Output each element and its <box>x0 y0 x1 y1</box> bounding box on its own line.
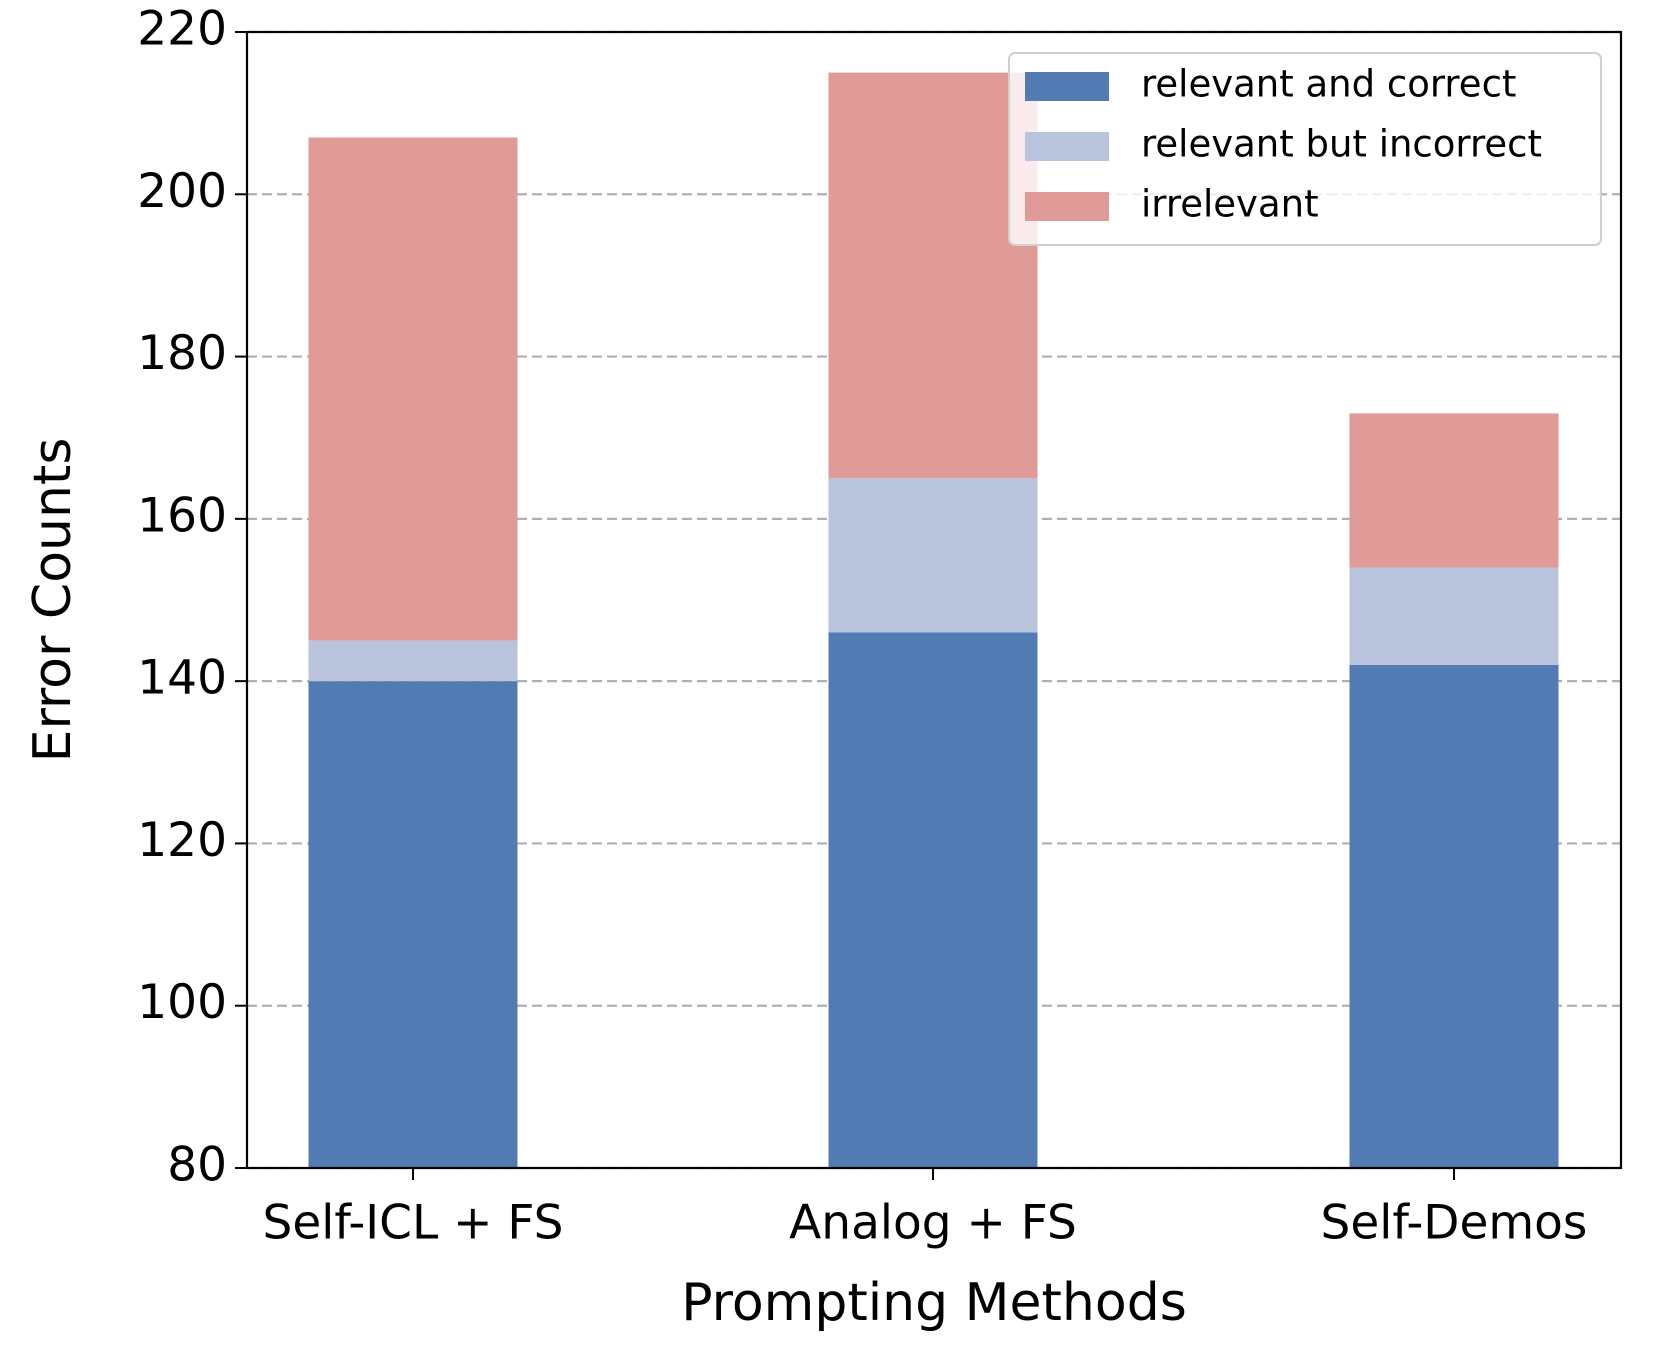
legend-swatch <box>1025 132 1109 161</box>
x-axis-label: Prompting Methods <box>681 1273 1187 1333</box>
y-tick-label: 120 <box>137 813 227 868</box>
bar-segment <box>1349 413 1559 568</box>
plot-frame <box>245 30 1623 1170</box>
y-tick-label: 220 <box>137 2 227 57</box>
x-tick-label: Analog + FS <box>789 1196 1077 1251</box>
legend-label: relevant but incorrect <box>1141 123 1542 166</box>
x-tick-label: Self-ICL + FS <box>263 1196 564 1251</box>
y-tick-label: 160 <box>137 488 227 543</box>
legend-box <box>1008 52 1602 246</box>
bar-segment <box>828 72 1038 479</box>
y-tick-label: 80 <box>167 1138 227 1193</box>
axes: 80 100 120 140 160 180 200 220 Self-ICL + FS Anal… <box>137 2 1623 1251</box>
legend-swatch <box>1025 72 1109 101</box>
y-tick-label: 200 <box>137 164 227 219</box>
y-tick-label: 100 <box>137 975 227 1030</box>
bar-segment <box>308 137 518 641</box>
x-tick-label: Self-Demos <box>1321 1196 1588 1251</box>
bar-segment <box>1349 664 1559 1168</box>
y-tick-label: 140 <box>137 651 227 706</box>
bar-segment <box>1349 567 1559 665</box>
legend-label: relevant and correct <box>1141 63 1516 106</box>
legend: relevant and correct relevant but incorre… <box>1008 52 1602 246</box>
legend-swatch <box>1025 192 1109 221</box>
bars <box>308 72 1559 1168</box>
y-tick-label: 180 <box>137 326 227 381</box>
legend-label: irrelevant <box>1141 183 1319 226</box>
bar-segment <box>828 632 1038 1168</box>
bar-segment <box>308 681 518 1168</box>
bar-segment <box>308 640 518 682</box>
bar-segment <box>828 478 1038 633</box>
y-axis-label: Error Counts <box>23 438 83 763</box>
